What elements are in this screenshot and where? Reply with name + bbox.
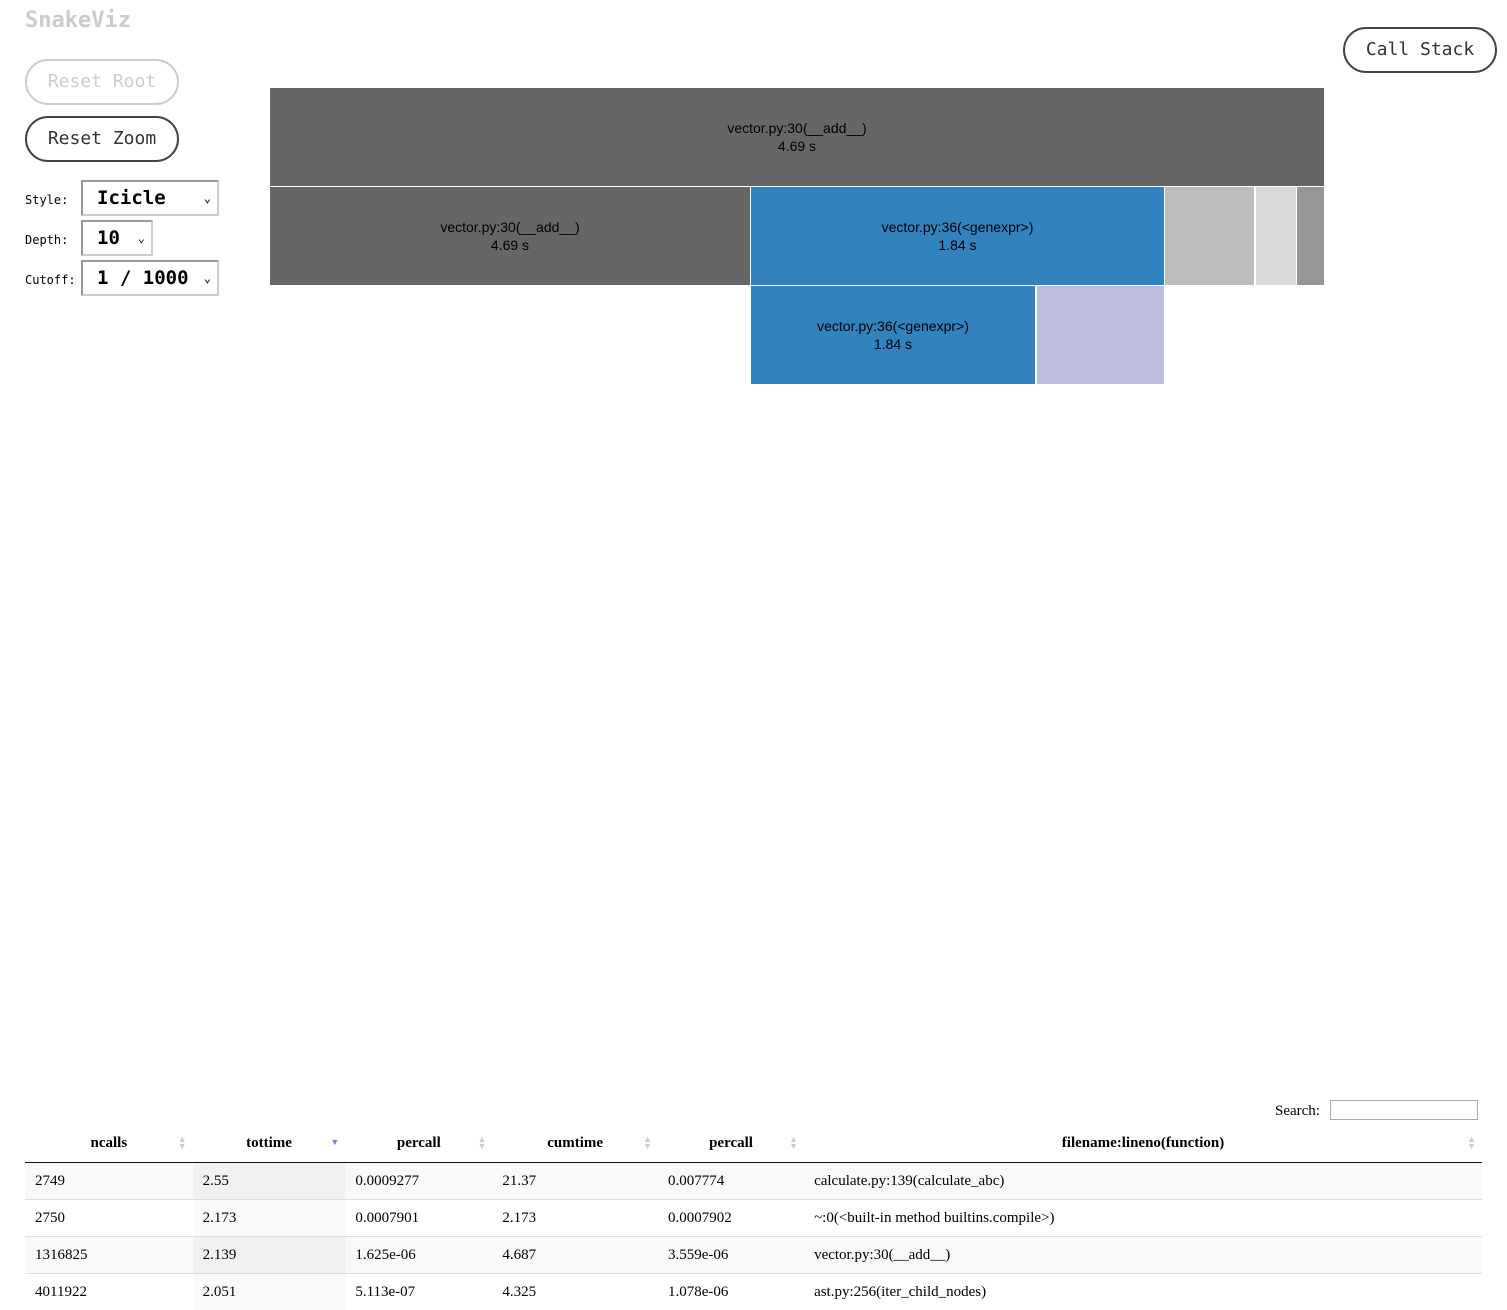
icicle-block-time: 4.69 s [270,137,1324,155]
table-cell: 2750 [25,1200,193,1237]
chevron-down-icon: ⌄ [204,182,211,214]
column-header-2[interactable]: percall ▲ ▼ [345,1125,492,1163]
sort-icon: ▲ ▼ [178,1136,187,1150]
style-value: Icicle [97,187,166,209]
call-stack-button[interactable]: Call Stack [1343,27,1497,73]
chevron-down-icon: ⌄ [204,262,211,294]
table-cell: 1316825 [25,1237,193,1274]
column-header-label: tottime [246,1135,292,1151]
search-label: Search: [1275,1103,1320,1120]
table-cell: 2.173 [492,1200,658,1237]
icicle-block-time: 1.84 s [751,335,1035,353]
column-header-4[interactable]: percall ▲ ▼ [658,1125,804,1163]
cutoff-label: Cutoff: [25,273,76,287]
table-cell: 4.325 [492,1274,658,1310]
icicle-block-name: vector.py:30(__add__) [270,119,1324,137]
depth-value: 10 [97,227,120,249]
table-cell: 2.139 [193,1237,346,1274]
column-header-label: percall [709,1135,753,1151]
column-header-label: cumtime [547,1135,603,1151]
table-cell: 21.37 [492,1163,658,1200]
sort-desc-icon: ▼ [330,1139,339,1146]
table-cell: 2.173 [193,1200,346,1237]
column-header-0[interactable]: ncalls ▲ ▼ [25,1125,193,1163]
table-cell: vector.py:30(__add__) [804,1237,1482,1274]
table-cell: 2.051 [193,1274,346,1310]
table-cell: 0.0007902 [658,1200,804,1237]
column-header-3[interactable]: cumtime ▲ ▼ [492,1125,658,1163]
sort-icon: ▲ ▼ [1467,1136,1476,1150]
icicle-block[interactable]: vector.py:36(<genexpr>)1.84 s [751,187,1164,285]
style-label: Style: [25,193,68,207]
table-cell: 0.0007901 [345,1200,492,1237]
icicle-block[interactable] [1037,286,1164,384]
depth-select[interactable]: 10 ⌄ [81,220,153,256]
icicle-block-time: 1.84 s [751,236,1164,254]
column-header-1[interactable]: tottime ▼ [193,1125,346,1163]
cutoff-select[interactable]: 1 / 1000 ⌄ [81,260,219,296]
table-cell: 2.55 [193,1163,346,1200]
depth-label: Depth: [25,233,68,247]
icicle-block[interactable]: vector.py:36(<genexpr>)1.84 s [751,286,1035,384]
table-cell: 0.0009277 [345,1163,492,1200]
table-cell: 0.007774 [658,1163,804,1200]
table-cell: 3.559e-06 [658,1237,804,1274]
app-title: SnakeViz [25,8,131,33]
icicle-block-name: vector.py:30(__add__) [270,218,750,236]
icicle-block[interactable]: vector.py:30(__add__)4.69 s [270,187,750,285]
search-input[interactable] [1330,1100,1478,1120]
table-cell: ast.py:256(iter_child_nodes) [804,1274,1482,1310]
icicle-block[interactable] [1165,187,1254,285]
column-header-label: filename:lineno(function) [1062,1135,1225,1151]
icicle-block-time: 4.69 s [270,236,750,254]
column-header-label: ncalls [90,1135,127,1151]
column-header-5[interactable]: filename:lineno(function) ▲ ▼ [804,1125,1482,1163]
table-cell: 4011922 [25,1274,193,1310]
icicle-block[interactable] [1297,187,1324,285]
table-cell: 1.625e-06 [345,1237,492,1274]
table-cell: 2749 [25,1163,193,1200]
icicle-block[interactable] [1256,187,1296,285]
chevron-down-icon: ⌄ [138,222,145,254]
stats-table: ncalls▲ ▼tottime▼percall▲ ▼cumtime▲ ▼per… [25,1125,1482,1310]
icicle-block-name: vector.py:36(<genexpr>) [751,317,1035,335]
table-cell: 5.113e-07 [345,1274,492,1310]
reset-root-button[interactable]: Reset Root [25,59,179,105]
reset-zoom-button[interactable]: Reset Zoom [25,116,179,162]
table-cell: ~:0(<built-in method builtins.compile>) [804,1200,1482,1237]
style-select[interactable]: Icicle ⌄ [81,180,219,216]
column-header-label: percall [397,1135,441,1151]
table-cell: calculate.py:139(calculate_abc) [804,1163,1482,1200]
table-cell: 1.078e-06 [658,1274,804,1310]
sort-icon: ▲ ▼ [643,1136,652,1150]
icicle-block[interactable]: vector.py:30(__add__)4.69 s [270,88,1324,186]
sort-icon: ▲ ▼ [789,1136,798,1150]
cutoff-value: 1 / 1000 [97,267,189,289]
sort-icon: ▲ ▼ [477,1136,486,1150]
icicle-block-name: vector.py:36(<genexpr>) [751,218,1164,236]
table-cell: 4.687 [492,1237,658,1274]
